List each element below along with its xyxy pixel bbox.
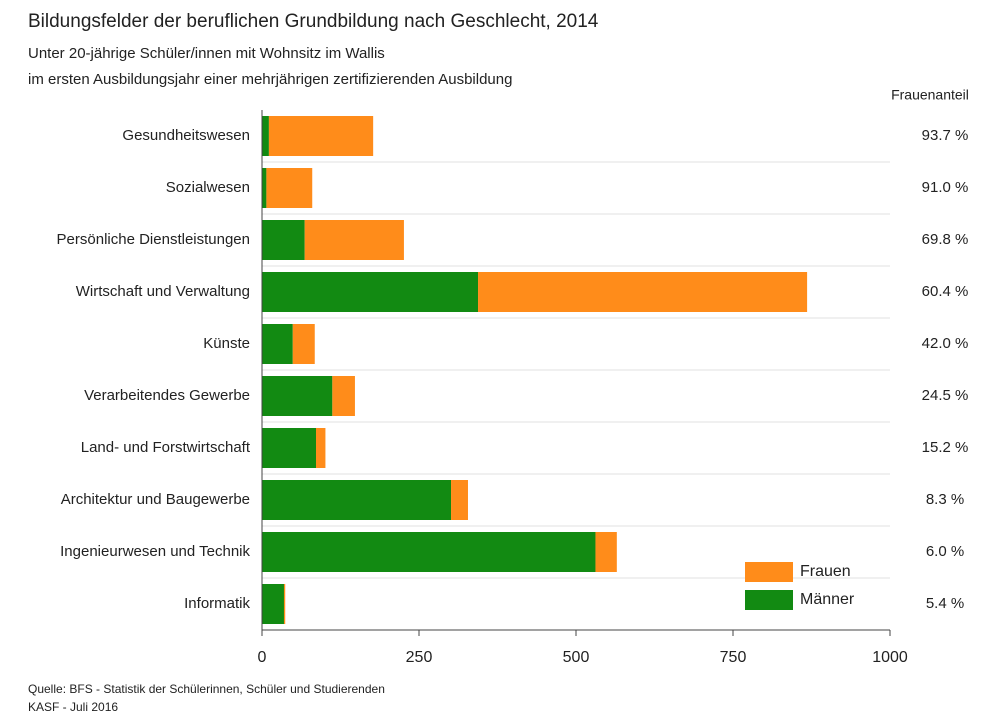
x-tick-label: 1000 [872,649,908,666]
bar-segment [262,480,452,520]
share-label: 15.2 % [922,439,969,456]
y-tick-label: Land- und Forstwirtschaft [81,439,251,456]
bar-segment [262,532,596,572]
legend-swatch [745,590,793,610]
share-label: 91.0 % [922,179,969,196]
share-label: 24.5 % [922,387,969,404]
bar-segment [304,220,404,260]
share-label: 42.0 % [922,335,969,352]
legend-label: Frauen [800,563,851,580]
subtitle: Unter 20-jährige Schüler/innen mit Wohns… [28,45,385,62]
y-tick-label: Wirtschaft und Verwaltung [76,283,250,300]
share-label: 5.4 % [926,595,964,612]
bar-segment [262,376,333,416]
bar-segment [268,116,374,156]
share-label: 69.8 % [922,231,969,248]
share-label: 93.7 % [922,127,969,144]
bar-segment [262,428,317,468]
bar-segment [262,584,284,624]
chart-title: Bildungsfelder der beruflichen Grundbild… [28,11,599,32]
share-label: 60.4 % [922,283,969,300]
bar-segment [262,168,267,208]
bar-segment [262,220,305,260]
bar-segment [478,272,808,312]
bar-segment [292,324,315,364]
bar-segment [595,532,617,572]
bar-segment [262,324,293,364]
bar-segment [262,116,269,156]
x-tick-label: 250 [406,649,433,666]
bar-segment [451,480,468,520]
subtitle: im ersten Ausbildungsjahr einer mehrjähr… [28,71,512,88]
y-tick-label: Gesundheitswesen [122,127,250,144]
legend-swatch [745,562,793,582]
y-tick-label: Verarbeitendes Gewerbe [84,387,250,404]
source: Quelle: BFS - Statistik der Schülerinnen… [28,682,385,696]
x-tick-label: 0 [258,649,267,666]
share-label: 6.0 % [926,543,964,560]
y-tick-label: Persönliche Dienstleistungen [57,231,250,248]
legend-label: Männer [800,591,855,608]
x-tick-label: 750 [720,649,747,666]
bar-segment [262,272,479,312]
bar-segment [283,584,286,624]
source: KASF - Juli 2016 [28,700,118,714]
y-tick-label: Künste [203,335,250,352]
bar-segment [316,428,326,468]
y-tick-label: Architektur und Baugewerbe [61,491,250,508]
y-tick-label: Informatik [184,595,250,612]
share-title: Frauenanteil [891,87,969,103]
bar-segment [266,168,313,208]
y-tick-label: Sozialwesen [166,179,250,196]
share-label: 8.3 % [926,491,964,508]
y-tick-label: Ingenieurwesen und Technik [60,543,250,560]
bar-segment [332,376,355,416]
x-tick-label: 500 [563,649,590,666]
